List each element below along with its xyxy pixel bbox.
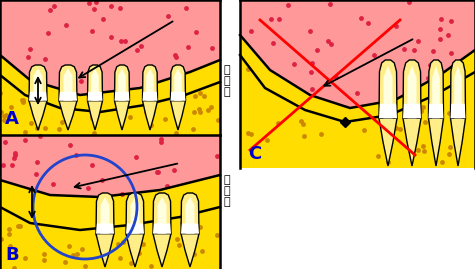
Polygon shape [181,193,199,234]
Text: B: B [5,246,19,264]
Polygon shape [158,197,167,234]
Polygon shape [96,224,114,234]
Polygon shape [454,66,462,118]
Polygon shape [114,101,130,130]
Polygon shape [379,118,397,166]
Polygon shape [101,197,110,234]
Polygon shape [153,193,171,234]
Polygon shape [403,118,421,166]
Polygon shape [450,118,465,166]
Text: 上
顎
洞: 上 顎 洞 [223,175,229,207]
Polygon shape [0,207,220,269]
Polygon shape [428,118,444,166]
Polygon shape [59,92,77,101]
Text: C: C [248,145,261,163]
Polygon shape [142,65,158,101]
Polygon shape [240,35,475,122]
Polygon shape [408,66,417,118]
Polygon shape [171,101,186,130]
Polygon shape [240,55,475,168]
Polygon shape [428,104,444,118]
Polygon shape [59,65,77,101]
Polygon shape [91,69,99,101]
Text: A: A [5,110,19,128]
Polygon shape [171,65,186,101]
Polygon shape [126,193,144,234]
Polygon shape [379,104,397,118]
Polygon shape [142,92,158,101]
Polygon shape [153,224,171,234]
Polygon shape [87,101,103,130]
Polygon shape [126,224,144,234]
Polygon shape [87,92,103,101]
Polygon shape [0,0,220,95]
Polygon shape [0,75,220,135]
Polygon shape [0,135,220,197]
Polygon shape [96,234,114,267]
Polygon shape [64,69,73,101]
Polygon shape [428,60,444,118]
Polygon shape [146,69,154,101]
Polygon shape [383,66,392,118]
Polygon shape [153,234,171,267]
Polygon shape [118,69,126,101]
Polygon shape [34,69,42,101]
Polygon shape [29,101,47,130]
Polygon shape [131,197,140,234]
Polygon shape [174,69,182,101]
Polygon shape [450,60,465,118]
Polygon shape [181,224,199,234]
Text: 上
顎
洞: 上 顎 洞 [223,65,229,97]
Polygon shape [29,92,47,101]
Polygon shape [126,234,144,267]
Polygon shape [171,92,186,101]
Polygon shape [379,60,397,118]
Polygon shape [87,65,103,101]
Polygon shape [403,104,421,118]
Polygon shape [432,66,440,118]
Polygon shape [114,65,130,101]
Polygon shape [0,55,220,112]
Polygon shape [186,197,194,234]
Polygon shape [96,193,114,234]
Polygon shape [403,60,421,118]
Polygon shape [114,92,130,101]
Polygon shape [0,175,220,230]
Polygon shape [450,104,465,118]
Polygon shape [181,234,199,267]
Polygon shape [29,65,47,101]
Polygon shape [59,101,77,130]
Polygon shape [142,101,158,130]
Polygon shape [240,0,475,108]
